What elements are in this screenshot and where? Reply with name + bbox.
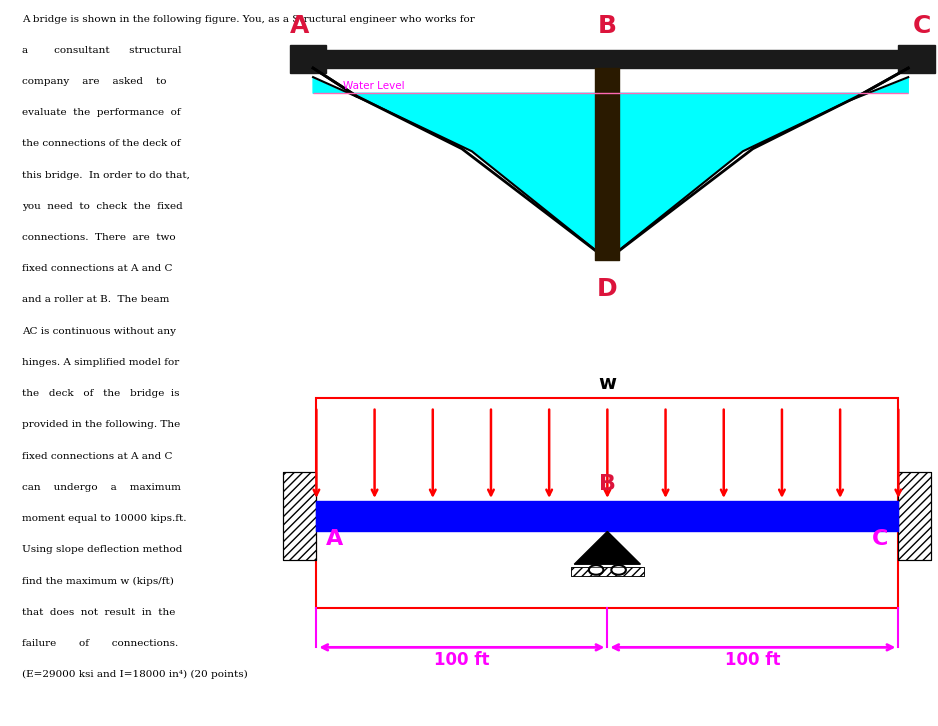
Polygon shape bbox=[313, 68, 366, 101]
Text: A bridge is shown in the following figure. You, as a Structural engineer who wor: A bridge is shown in the following figur… bbox=[22, 15, 475, 23]
Bar bbox=[313, 50, 915, 68]
Bar bbox=[899, 473, 931, 560]
Text: 100 ft: 100 ft bbox=[434, 650, 490, 669]
Text: C: C bbox=[872, 529, 888, 549]
Text: company    are    asked    to: company are asked to bbox=[22, 77, 166, 86]
Text: D: D bbox=[598, 277, 617, 301]
Text: that  does  not  result  in  the: that does not result in the bbox=[22, 608, 175, 616]
Text: fixed connections at A and C: fixed connections at A and C bbox=[22, 264, 173, 273]
Text: and a roller at B.  The beam: and a roller at B. The beam bbox=[22, 295, 170, 304]
Bar bbox=[899, 46, 934, 73]
Text: B: B bbox=[598, 474, 616, 494]
Text: (E=29000 ksi and I=18000 in⁴) (20 points): (E=29000 ksi and I=18000 in⁴) (20 points… bbox=[22, 670, 248, 680]
Bar bbox=[283, 473, 316, 560]
Polygon shape bbox=[313, 77, 908, 260]
Polygon shape bbox=[849, 68, 908, 101]
Bar bbox=[316, 398, 899, 608]
Text: the connections of the deck of: the connections of the deck of bbox=[22, 139, 180, 148]
Polygon shape bbox=[574, 531, 641, 564]
Text: B: B bbox=[598, 14, 617, 38]
Text: a        consultant      structural: a consultant structural bbox=[22, 46, 181, 54]
Bar bbox=[283, 473, 316, 560]
Bar bbox=[290, 46, 326, 73]
Text: provided in the following. The: provided in the following. The bbox=[22, 420, 180, 429]
Bar bbox=[571, 567, 643, 576]
Bar bbox=[316, 501, 899, 531]
Circle shape bbox=[589, 565, 603, 575]
Text: evaluate  the  performance  of: evaluate the performance of bbox=[22, 108, 181, 117]
Text: AC is continuous without any: AC is continuous without any bbox=[22, 327, 176, 335]
Polygon shape bbox=[313, 68, 908, 260]
Text: Using slope deflection method: Using slope deflection method bbox=[22, 545, 182, 554]
Text: 100 ft: 100 ft bbox=[725, 650, 780, 669]
Text: w: w bbox=[598, 374, 616, 393]
Text: find the maximum w (kips/ft): find the maximum w (kips/ft) bbox=[22, 576, 174, 586]
Text: you  need  to  check  the  fixed: you need to check the fixed bbox=[22, 202, 183, 211]
Bar bbox=[899, 473, 931, 560]
Text: the   deck   of   the   bridge  is: the deck of the bridge is bbox=[22, 389, 179, 398]
Text: this bridge.  In order to do that,: this bridge. In order to do that, bbox=[22, 171, 189, 179]
Text: A: A bbox=[290, 14, 310, 38]
Text: C: C bbox=[913, 14, 930, 38]
Text: connections.  There  are  two: connections. There are two bbox=[22, 233, 175, 242]
Text: A: A bbox=[326, 529, 343, 549]
Text: can    undergo    a    maximum: can undergo a maximum bbox=[22, 483, 181, 492]
Text: failure       of       connections.: failure of connections. bbox=[22, 639, 178, 648]
Text: Water Level: Water Level bbox=[343, 81, 404, 91]
Text: moment equal to 10000 kips.ft.: moment equal to 10000 kips.ft. bbox=[22, 514, 187, 523]
Text: fixed connections at A and C: fixed connections at A and C bbox=[22, 452, 173, 460]
Text: hinges. A simplified model for: hinges. A simplified model for bbox=[22, 358, 179, 367]
Bar bbox=[571, 567, 643, 576]
Circle shape bbox=[612, 565, 626, 575]
